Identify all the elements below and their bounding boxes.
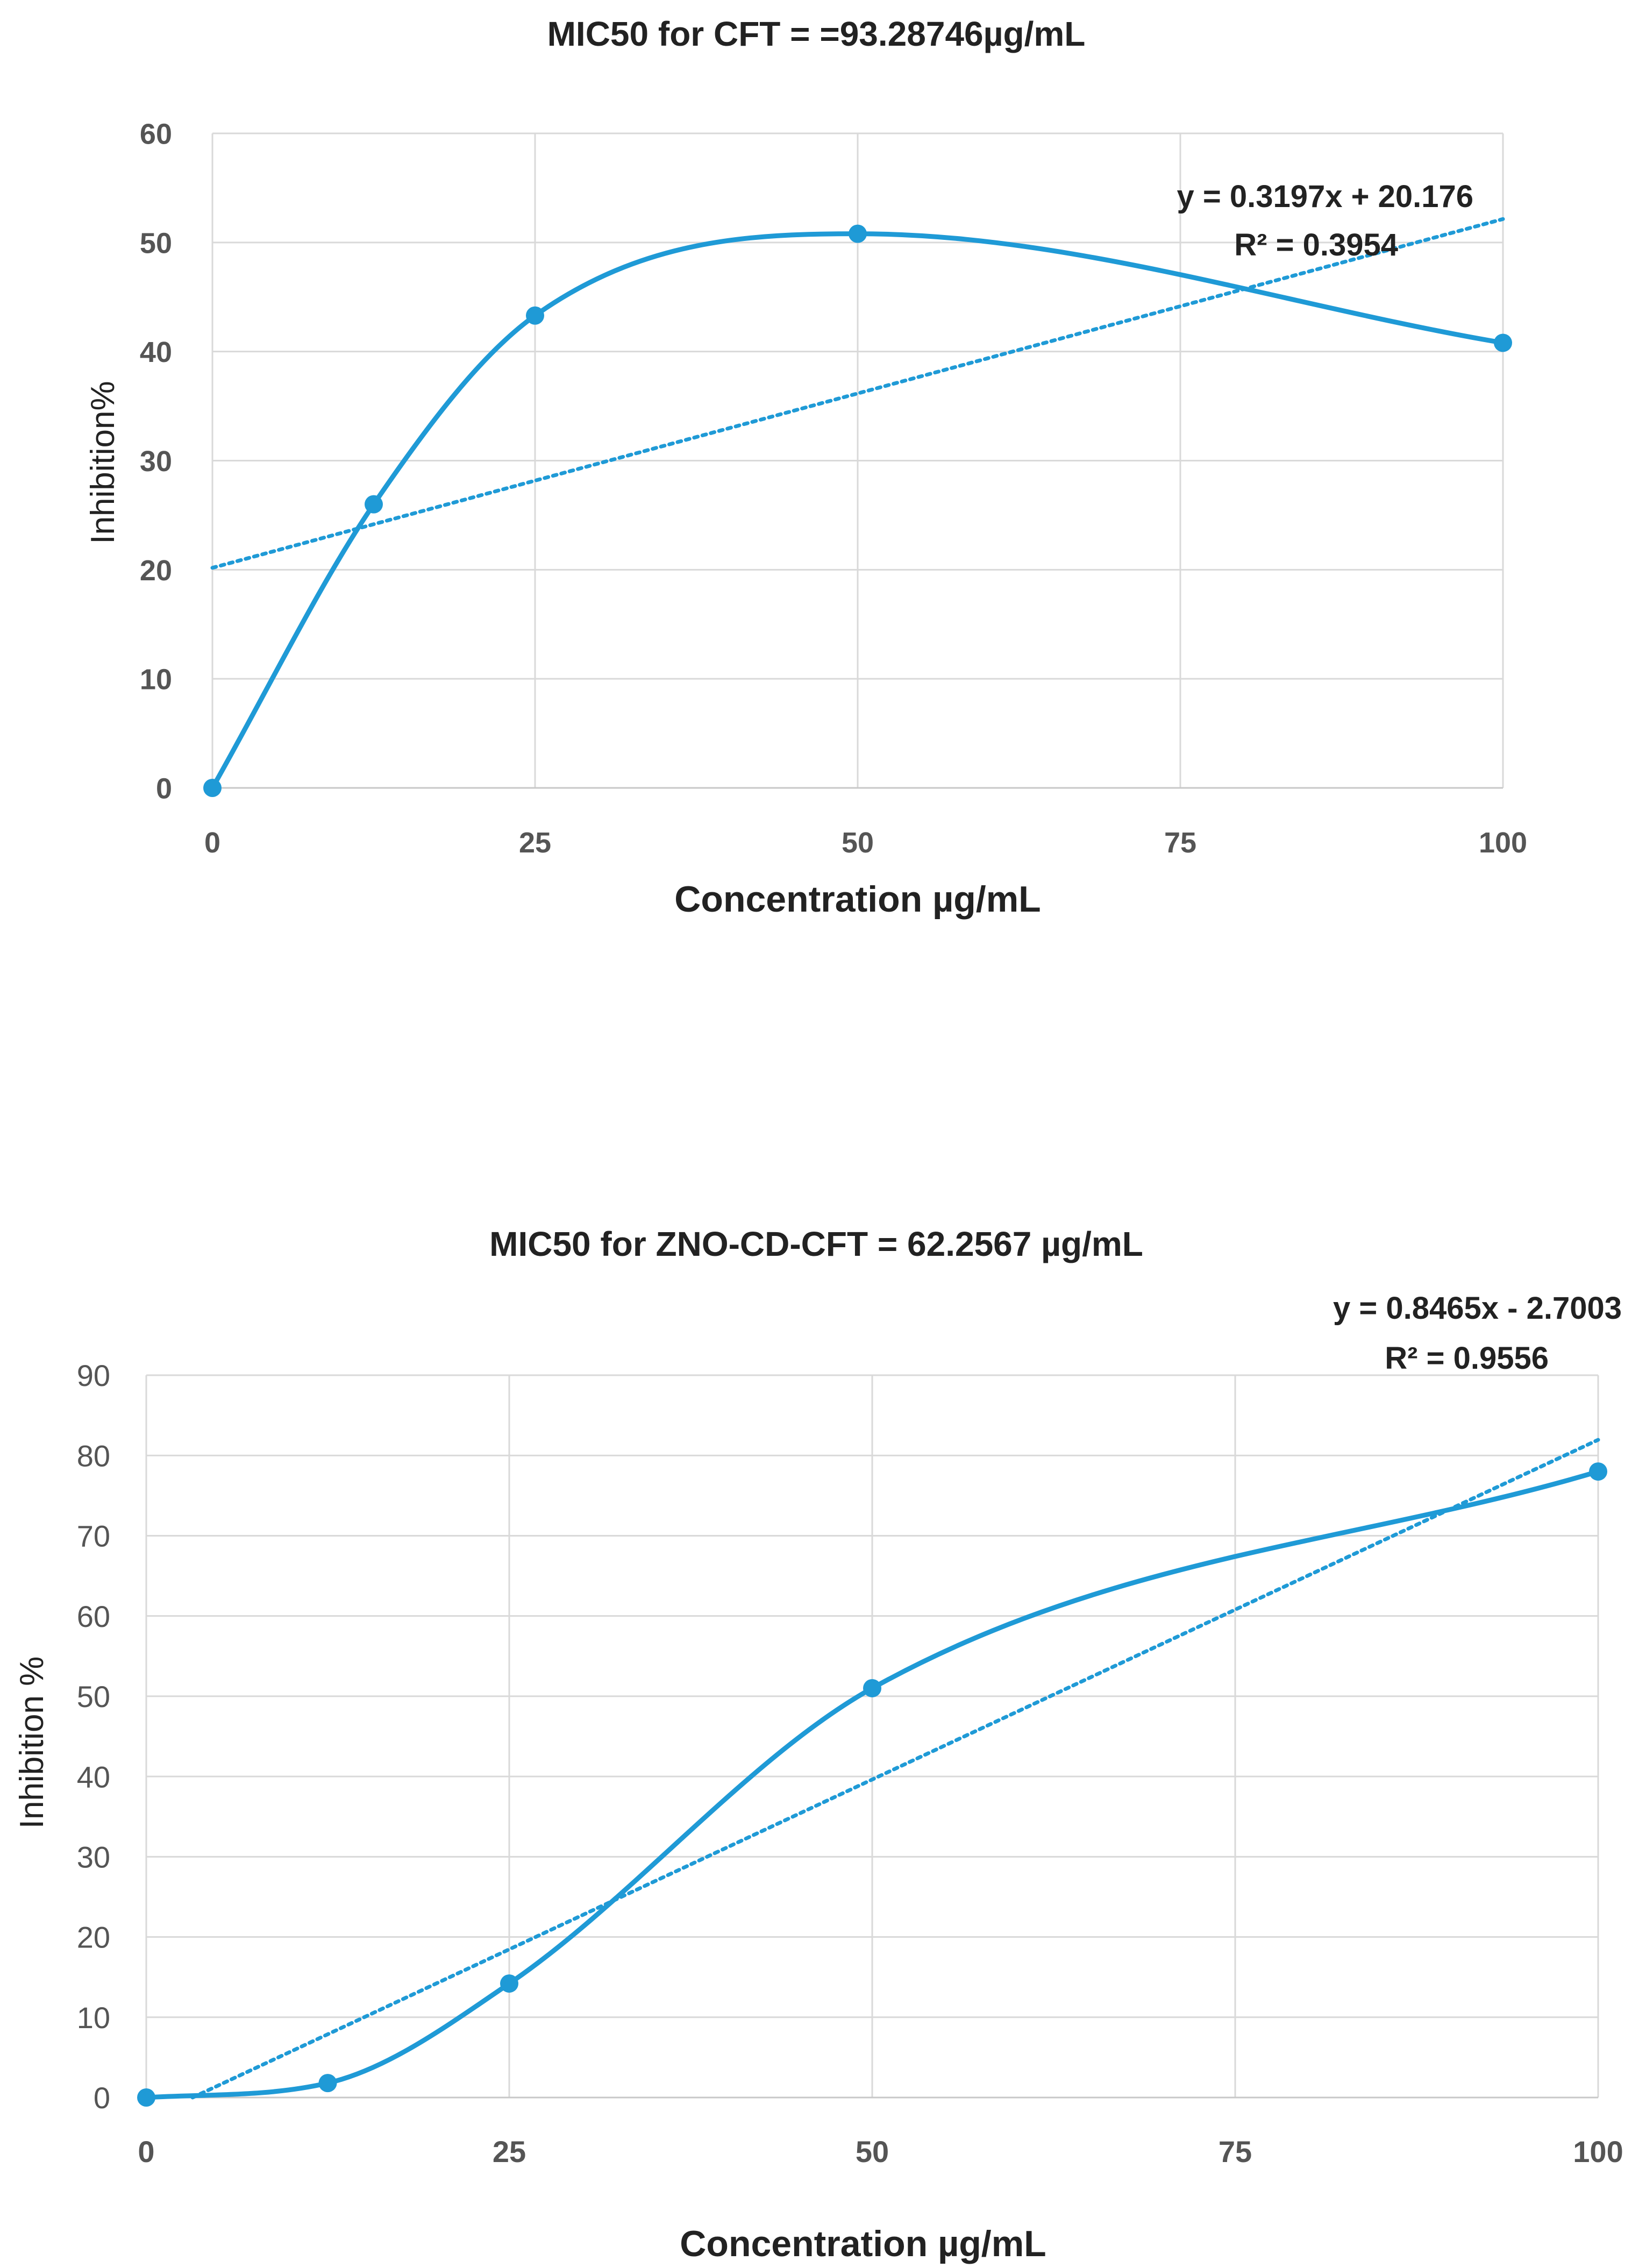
- y-tick-label: 50: [140, 227, 172, 259]
- data-point: [1494, 333, 1512, 352]
- chart-title: MIC50 for ZNO-CD-CFT = 62.2567 µg/mL: [489, 1225, 1143, 1263]
- trendline-layer: [190, 1438, 1600, 2100]
- grid: [145, 1374, 1599, 2099]
- y-tick-label: 20: [77, 1921, 110, 1954]
- x-tick-label: 25: [519, 827, 551, 859]
- x-tick-label: 75: [1219, 2135, 1252, 2169]
- y-tick-label: 10: [77, 2001, 110, 2035]
- y-tick-label: 60: [77, 1599, 110, 1633]
- y-tick-label: 0: [156, 772, 172, 805]
- tick-labels: 0 10 20 30 40 50 60 0 25 50 75 100: [140, 118, 1527, 859]
- data-point: [318, 2074, 337, 2093]
- data-point: [137, 2088, 155, 2107]
- trendline-equation: y = 0.8465x - 2.7003: [1333, 1291, 1622, 1326]
- x-tick-label: 75: [1164, 827, 1196, 859]
- tick-labels: 0 10 20 30 40 50 60 70 80 90 0 25 50 75 100: [77, 1359, 1623, 2169]
- linear-trendline: [210, 217, 1505, 570]
- y-tick-label: 30: [140, 445, 172, 478]
- chart-zno-cd-cft: MIC50 for ZNO-CD-CFT = 62.2567 µg/mL 0 10…: [13, 1225, 1623, 2264]
- data-point: [849, 224, 867, 243]
- x-tick-label: 50: [842, 827, 874, 859]
- trendline-r-squared: R² = 0.3954: [1234, 227, 1398, 262]
- x-tick-label: 0: [138, 2135, 154, 2169]
- series-layer: [203, 224, 1512, 797]
- trendline-layer: [210, 217, 1505, 570]
- y-axis-label: Inhibition %: [13, 1656, 51, 1829]
- y-tick-label: 80: [77, 1439, 110, 1473]
- data-point: [1589, 1462, 1607, 1481]
- data-point: [365, 495, 383, 514]
- y-axis-label: Inhibition%: [84, 381, 122, 544]
- series-line: [210, 231, 1506, 791]
- chart-cft: MIC50 for CFT = =93.28746µg/mL 0 10 20 30 40…: [84, 15, 1527, 920]
- x-tick-label: 50: [856, 2135, 889, 2169]
- y-tick-label: 90: [77, 1359, 110, 1392]
- x-tick-label: 0: [204, 827, 220, 859]
- y-tick-label: 40: [77, 1760, 110, 1794]
- data-point: [500, 1974, 518, 1993]
- y-tick-label: 30: [77, 1840, 110, 1874]
- linear-trendline: [190, 1438, 1600, 2100]
- trendline-equation: y = 0.3197x + 20.176: [1177, 179, 1473, 214]
- y-tick-label: 0: [94, 2081, 110, 2115]
- x-tick-label: 100: [1573, 2135, 1623, 2169]
- y-tick-label: 50: [77, 1680, 110, 1714]
- y-tick-label: 70: [77, 1519, 110, 1553]
- series-layer: [137, 1462, 1607, 2107]
- y-tick-label: 40: [140, 336, 172, 368]
- x-axis-label: Concentration µg/mL: [674, 879, 1041, 920]
- y-tick-label: 10: [140, 664, 172, 696]
- y-tick-label: 60: [140, 118, 172, 150]
- data-point: [526, 306, 544, 325]
- data-point: [203, 779, 222, 797]
- x-axis-label: Concentration µg/mL: [680, 2223, 1046, 2264]
- y-tick-label: 20: [140, 554, 172, 587]
- x-tick-label: 100: [1479, 827, 1527, 859]
- chart-title: MIC50 for CFT = =93.28746µg/mL: [547, 15, 1086, 53]
- data-point: [863, 1679, 881, 1697]
- trendline-r-squared: R² = 0.9556: [1385, 1341, 1549, 1376]
- x-tick-label: 25: [493, 2135, 526, 2169]
